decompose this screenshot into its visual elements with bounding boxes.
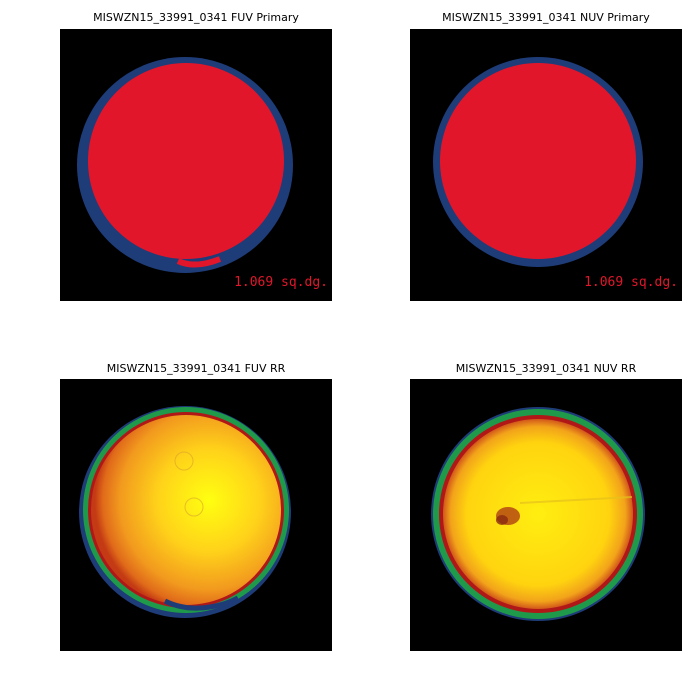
fuv-primary-map	[77, 57, 293, 273]
fuv-primary-image: 1.069 sq.dg.	[60, 29, 332, 301]
nuv-rr-body	[443, 419, 633, 609]
nuv-primary-map	[433, 57, 643, 267]
nuv-primary-area-label: 1.069 sq.dg.	[584, 275, 678, 290]
fuv-rr-edge-detail	[163, 595, 240, 611]
fuv-primary-edge-detail	[176, 256, 222, 268]
fuv-rr-map	[79, 406, 291, 618]
fuv-primary-title: MISWZN15_33991_0341 FUV Primary	[93, 11, 299, 24]
nuv-rr-title: MISWZN15_33991_0341 NUV RR	[455, 362, 637, 375]
nuv-rr-map	[431, 407, 645, 621]
nuv-rr-streak	[519, 496, 633, 504]
nuv-primary-title: MISWZN15_33991_0341 NUV Primary	[442, 11, 650, 24]
nuv-rr-hotspot-core	[496, 515, 508, 525]
fuv-rr-title: MISWZN15_33991_0341 FUV RR	[106, 362, 286, 375]
fuv-primary-area-label: 1.069 sq.dg.	[234, 275, 328, 290]
fuv-rr-image	[60, 379, 332, 651]
nuv-rr-image	[410, 379, 682, 651]
fuv-primary-fill	[88, 63, 284, 259]
fuv-rr-artifact	[174, 451, 194, 471]
fuv-rr-artifact	[184, 497, 204, 517]
nuv-primary-image: 1.069 sq.dg.	[410, 29, 682, 301]
nuv-primary-fill	[440, 63, 636, 259]
